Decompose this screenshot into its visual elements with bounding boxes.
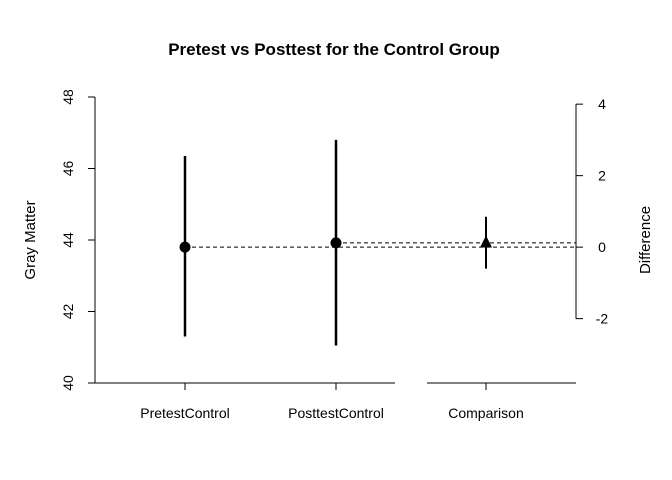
y-tick-label-right: 0 xyxy=(598,239,606,255)
y-tick-label-left: 42 xyxy=(60,304,76,320)
x-tick-label: PretestControl xyxy=(140,405,229,421)
difference-marker xyxy=(480,235,492,248)
point-marker xyxy=(179,241,191,253)
data-marks xyxy=(179,139,492,346)
y-tick-label-right: 2 xyxy=(598,168,606,184)
y-tick-label-right: -2 xyxy=(596,311,609,327)
y-tick-label-left: 46 xyxy=(60,161,76,177)
x-tick-label: PosttestControl xyxy=(288,405,384,421)
x-tick-label: Comparison xyxy=(448,405,523,421)
y-tick-label-left: 44 xyxy=(60,232,76,248)
chart-title: Pretest vs Posttest for the Control Grou… xyxy=(168,40,500,59)
y-axis-title-right: Difference xyxy=(637,206,654,274)
reference-lines xyxy=(185,242,576,248)
y-tick-label-left: 40 xyxy=(60,375,76,391)
y-tick-label-left: 48 xyxy=(60,89,76,105)
y-axis-title-left: Gray Matter xyxy=(22,200,39,279)
point-marker xyxy=(330,237,342,249)
axes: 40 42 44 46 48 -2 0 2 4 PretestControl PosttestCon… xyxy=(60,89,608,421)
y-tick-label-right: 4 xyxy=(598,96,606,112)
